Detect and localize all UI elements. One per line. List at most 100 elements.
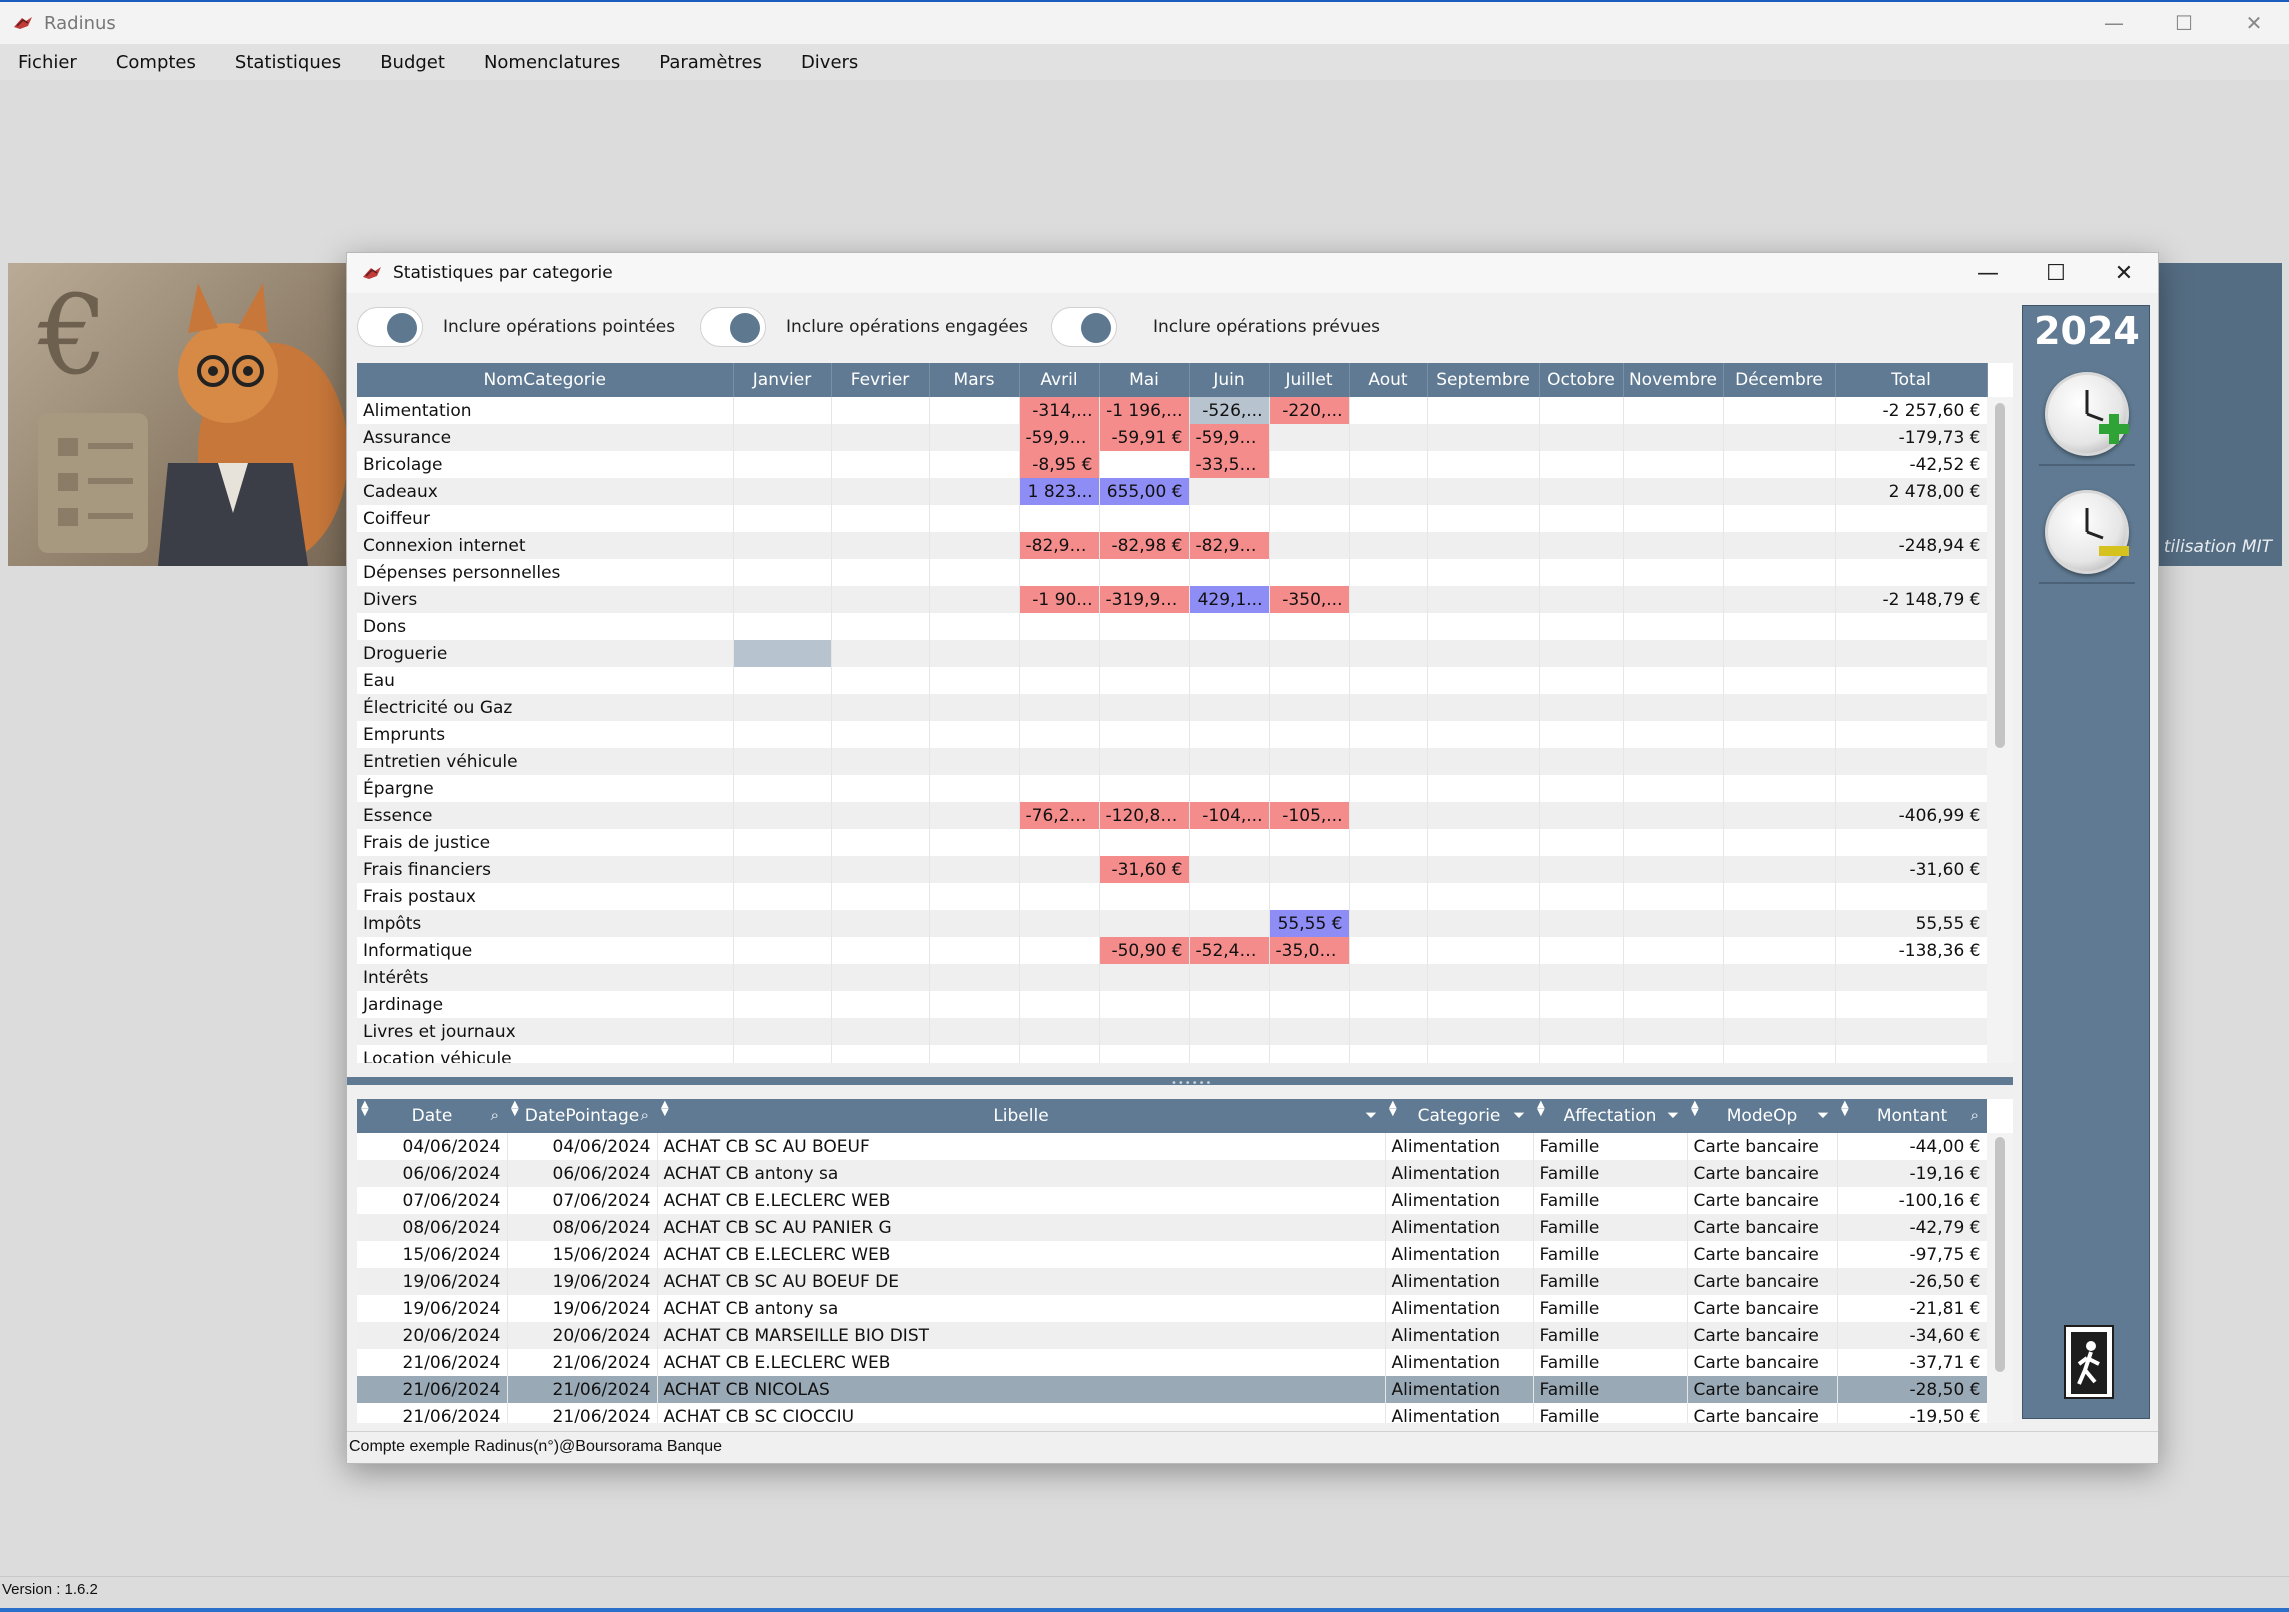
stats-scrollbar[interactable]	[1987, 397, 2013, 1063]
month-cell[interactable]	[1427, 721, 1540, 748]
month-cell[interactable]	[831, 883, 930, 910]
month-cell[interactable]	[1269, 964, 1350, 991]
month-cell[interactable]	[1189, 721, 1270, 748]
month-cell[interactable]: -35,00 €	[1269, 937, 1350, 964]
month-cell[interactable]	[1349, 586, 1428, 613]
month-cell[interactable]	[831, 937, 930, 964]
month-cell[interactable]: -120,87 €	[1099, 802, 1190, 829]
month-cell[interactable]	[1269, 667, 1350, 694]
month-cell[interactable]	[1427, 640, 1540, 667]
operation-row[interactable]: 07/06/2024 07/06/2024 ACHAT CB E.LECLERC W…	[357, 1187, 1988, 1214]
month-cell[interactable]	[733, 478, 832, 505]
month-cell[interactable]	[831, 964, 930, 991]
month-cell[interactable]	[1269, 532, 1350, 559]
stats-row[interactable]: Assurance -59,91 € -59,91 € -59,91 € -179,73…	[357, 424, 1988, 451]
month-cell[interactable]	[1427, 775, 1540, 802]
month-cell[interactable]	[1269, 424, 1350, 451]
month-cell[interactable]	[1349, 478, 1428, 505]
month-cell[interactable]	[733, 775, 832, 802]
month-cell[interactable]	[1539, 991, 1624, 1018]
month-cell[interactable]	[929, 505, 1020, 532]
month-cell[interactable]	[831, 478, 930, 505]
month-cell[interactable]	[1269, 505, 1350, 532]
month-cell[interactable]	[1539, 478, 1624, 505]
stats-row[interactable]: Livres et journaux	[357, 1018, 1988, 1045]
month-cell[interactable]	[1723, 775, 1836, 802]
month-cell[interactable]	[1349, 856, 1428, 883]
month-cell[interactable]	[1099, 451, 1190, 478]
month-cell[interactable]	[1189, 559, 1270, 586]
month-cell[interactable]	[831, 505, 930, 532]
month-cell[interactable]	[733, 532, 832, 559]
month-cell[interactable]: -220,...	[1269, 397, 1350, 424]
month-cell[interactable]: -82,98 €	[1019, 532, 1100, 559]
month-cell[interactable]	[1189, 829, 1270, 856]
month-cell[interactable]	[1723, 397, 1836, 424]
month-cell[interactable]	[1019, 883, 1100, 910]
filter-icon[interactable]: ⏷	[1666, 1106, 1679, 1124]
month-cell[interactable]: -104,...	[1189, 802, 1270, 829]
operation-row[interactable]: 21/06/2024 21/06/2024 ACHAT CB E.LECLERC W…	[357, 1349, 1988, 1376]
stats-col-header[interactable]: Avril	[1019, 363, 1100, 397]
month-cell[interactable]	[1623, 559, 1724, 586]
month-cell[interactable]	[929, 775, 1020, 802]
stats-col-header[interactable]: NomCategorie	[357, 363, 734, 397]
sort-icon[interactable]: ▲ ▼	[361, 1099, 369, 1118]
month-cell[interactable]	[1723, 937, 1836, 964]
month-cell[interactable]	[1723, 613, 1836, 640]
month-cell[interactable]	[929, 937, 1020, 964]
toggle-engagees[interactable]	[700, 307, 766, 347]
month-cell[interactable]	[1349, 640, 1428, 667]
close-icon[interactable]: ✕	[2245, 11, 2263, 35]
month-cell[interactable]	[1349, 910, 1428, 937]
month-cell[interactable]	[733, 829, 832, 856]
month-cell[interactable]	[1189, 505, 1270, 532]
ops-scrollbar[interactable]	[1987, 1133, 2013, 1423]
month-cell[interactable]	[1427, 397, 1540, 424]
month-cell[interactable]	[733, 1045, 832, 1063]
month-cell[interactable]	[1539, 937, 1624, 964]
month-cell[interactable]	[733, 937, 832, 964]
month-cell[interactable]: -1 90...	[1019, 586, 1100, 613]
month-cell[interactable]	[1723, 640, 1836, 667]
month-cell[interactable]	[929, 829, 1020, 856]
month-cell[interactable]	[1623, 829, 1724, 856]
menu-nomenclatures[interactable]: Nomenclatures	[483, 51, 621, 73]
month-cell[interactable]	[831, 559, 930, 586]
month-cell[interactable]	[1189, 775, 1270, 802]
month-cell[interactable]: -33,57 €	[1189, 451, 1270, 478]
month-cell[interactable]	[1723, 559, 1836, 586]
stats-col-header[interactable]: Mars	[929, 363, 1020, 397]
month-cell[interactable]	[1723, 694, 1836, 721]
month-cell[interactable]	[733, 856, 832, 883]
month-cell[interactable]	[1427, 613, 1540, 640]
month-cell[interactable]	[733, 1018, 832, 1045]
month-cell[interactable]	[929, 667, 1020, 694]
month-cell[interactable]	[1099, 667, 1190, 694]
month-cell[interactable]	[1723, 1018, 1836, 1045]
month-cell[interactable]	[1189, 1018, 1270, 1045]
month-cell[interactable]	[1019, 829, 1100, 856]
month-cell[interactable]: 55,55 €	[1269, 910, 1350, 937]
month-cell[interactable]	[733, 748, 832, 775]
stats-row[interactable]: Jardinage	[357, 991, 1988, 1018]
month-cell[interactable]	[1189, 640, 1270, 667]
operation-row[interactable]: 08/06/2024 08/06/2024 ACHAT CB SC AU PANIE…	[357, 1214, 1988, 1241]
search-icon[interactable]: ⌕	[1970, 1106, 1979, 1124]
month-cell[interactable]	[1623, 397, 1724, 424]
month-cell[interactable]	[1099, 1018, 1190, 1045]
month-cell[interactable]	[1723, 910, 1836, 937]
month-cell[interactable]: -82,98 €	[1099, 532, 1190, 559]
month-cell[interactable]	[1623, 451, 1724, 478]
month-cell[interactable]	[1427, 424, 1540, 451]
month-cell[interactable]	[929, 1018, 1020, 1045]
month-cell[interactable]: -59,91 €	[1019, 424, 1100, 451]
search-icon[interactable]: ⌕	[640, 1106, 649, 1124]
stats-row[interactable]: Location véhicule	[357, 1045, 1988, 1063]
month-cell[interactable]	[1427, 883, 1540, 910]
month-cell[interactable]	[1189, 910, 1270, 937]
month-cell[interactable]	[1019, 694, 1100, 721]
month-cell[interactable]	[1019, 856, 1100, 883]
stats-col-header[interactable]: Octobre	[1539, 363, 1624, 397]
stats-row[interactable]: Dépenses personnelles	[357, 559, 1988, 586]
